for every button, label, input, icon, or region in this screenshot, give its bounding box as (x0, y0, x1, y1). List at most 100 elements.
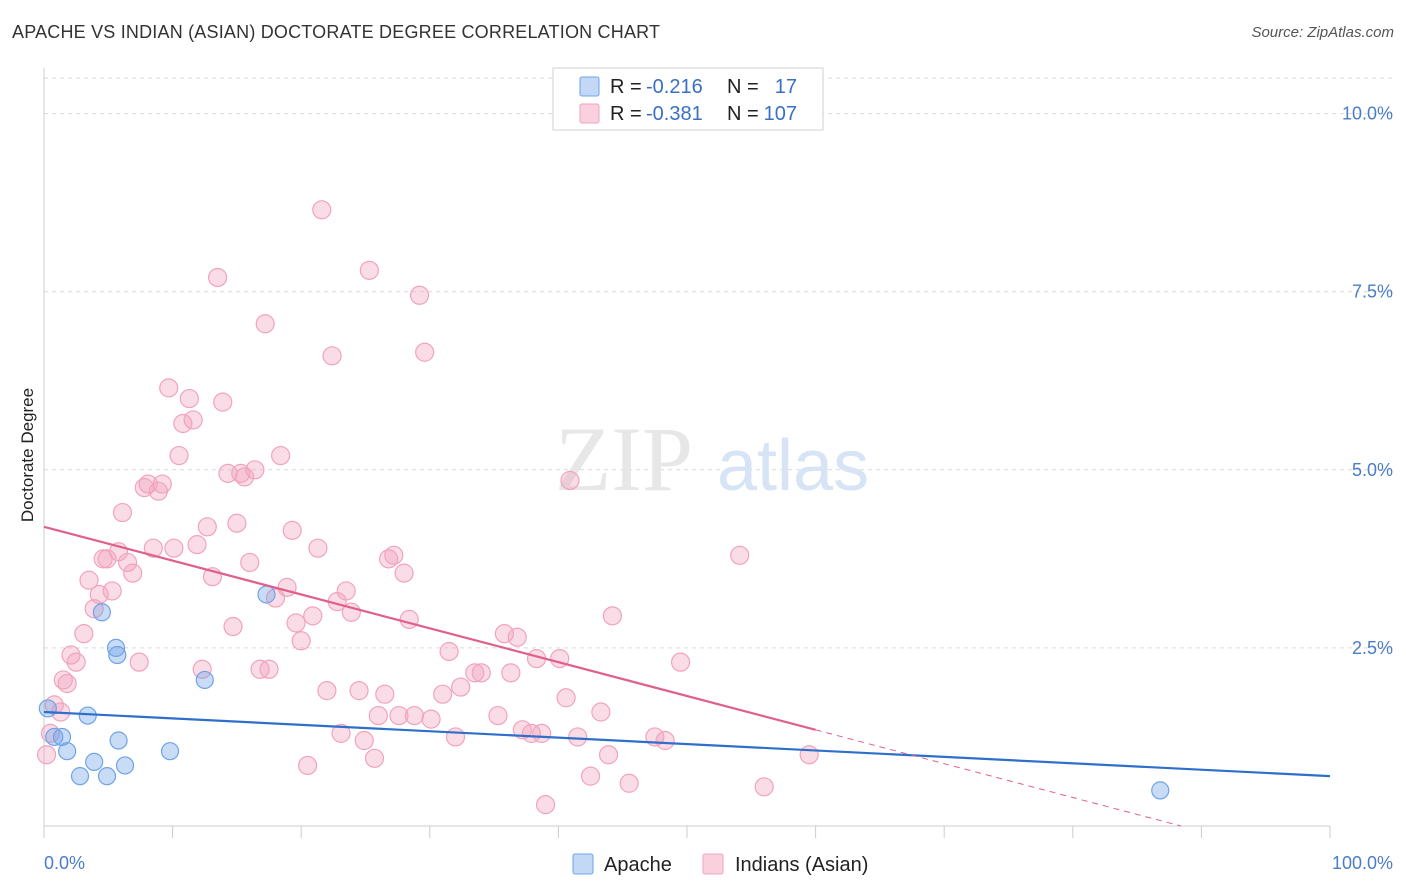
legend-apache-n-label: N = (727, 76, 759, 98)
indians-trend-extension (815, 729, 1182, 827)
indians-point-41 (235, 467, 255, 487)
legend-stats: R = -0.216 N = 17 R = -0.381 N = 107 (552, 67, 824, 131)
indians-point-5 (57, 673, 77, 694)
apache-point-10 (109, 731, 128, 750)
indians-point-105 (730, 545, 750, 565)
indians-point-29 (179, 388, 199, 409)
indians-point-84 (488, 705, 508, 726)
indians-point-24 (152, 474, 172, 494)
indians-point-48 (271, 445, 291, 466)
indians-point-75 (409, 285, 430, 305)
indians-point-65 (359, 260, 379, 280)
apache-point-9 (108, 645, 127, 665)
indians-point-73 (399, 609, 419, 630)
indians-point-60 (331, 723, 351, 743)
indians-point-76 (415, 342, 435, 362)
legend-apache-r-value: -0.216 (646, 76, 703, 98)
indians-point-18 (123, 563, 143, 583)
legend-apache-swatch (579, 76, 600, 97)
indians-point-94 (556, 688, 576, 708)
indians-point-26 (164, 538, 184, 558)
indians-point-54 (303, 606, 323, 626)
indians-point-87 (507, 627, 527, 647)
indians-point-45 (255, 314, 275, 334)
indians-point-16 (112, 502, 133, 523)
apache-point-3 (58, 742, 77, 761)
indians-point-49 (277, 577, 297, 597)
indians-point-43 (245, 460, 265, 480)
indians-point-21 (138, 474, 158, 494)
indians-point-53 (298, 755, 318, 776)
legend-indians-n-value: 107 (764, 103, 797, 125)
indians-point-66 (364, 748, 385, 768)
indians-point-35 (208, 267, 228, 288)
indians-point-77 (421, 709, 441, 729)
apache-point-13 (160, 742, 180, 761)
indians-trend-line (43, 525, 816, 731)
indians-point-28 (173, 413, 193, 434)
indians-point-107 (799, 745, 819, 765)
watermark-zip: ZIP (555, 408, 693, 510)
indians-points (36, 200, 819, 815)
y-tick-label-0: 2.5% (1352, 638, 1393, 658)
indians-point-50 (282, 520, 302, 540)
indians-point-92 (535, 795, 556, 815)
indians-point-89 (521, 723, 541, 743)
x-axis-tick-labels: 0.0% 100.0% (44, 853, 1393, 873)
indians-point-39 (227, 513, 247, 533)
indians-point-36 (213, 392, 233, 412)
legend-indians-n-label: N = (727, 103, 759, 125)
indians-point-0 (36, 745, 57, 765)
x-tick-label-max: 100.0% (1332, 853, 1393, 873)
indians-point-67 (368, 705, 388, 726)
indians-point-42 (240, 552, 260, 573)
indians-point-72 (394, 563, 414, 583)
indians-point-103 (655, 730, 675, 751)
indians-point-19 (129, 652, 149, 672)
indians-point-46 (259, 659, 279, 679)
y-tick-label-2: 7.5% (1352, 282, 1393, 302)
indians-point-86 (501, 663, 521, 683)
indians-point-68 (375, 684, 395, 704)
legend-bottom-indians-label: Indians (Asian) (735, 854, 868, 876)
indians-point-56 (312, 200, 332, 220)
legend-bottom-apache-swatch (572, 853, 594, 875)
indians-point-13 (97, 549, 117, 569)
indians-point-30 (183, 410, 203, 430)
indians-point-51 (286, 613, 306, 633)
indians-point-17 (117, 552, 138, 573)
legend-apache-n-value: 17 (775, 76, 797, 98)
indians-point-55 (308, 538, 328, 558)
indians-point-78 (433, 684, 453, 704)
indians-point-99 (598, 745, 619, 765)
apache-point-7 (97, 767, 117, 786)
indians-point-79 (439, 641, 459, 662)
indians-point-9 (79, 570, 99, 590)
indians-point-95 (560, 470, 580, 491)
trend-lines (43, 525, 1331, 827)
indians-point-71 (389, 705, 409, 726)
apache-point-16 (1151, 781, 1170, 800)
indians-point-22 (143, 538, 163, 558)
x-tick-label-min: 0.0% (44, 853, 85, 873)
y-tick-label-3: 10.0% (1342, 104, 1393, 124)
apache-point-14 (195, 670, 214, 690)
indians-point-97 (580, 766, 601, 786)
y-axis-tick-labels: 2.5% 5.0% 7.5% 10.0% (1342, 104, 1393, 658)
x-axis-ticks (43, 826, 1331, 838)
apache-point-6 (85, 752, 104, 771)
y-tick-label-1: 5.0% (1352, 460, 1393, 480)
apache-point-2 (52, 727, 72, 747)
indians-point-70 (384, 545, 404, 565)
indians-point-106 (754, 777, 774, 797)
chart-source: Source: ZipAtlas.com (1251, 24, 1394, 41)
apache-point-0 (38, 699, 57, 718)
indians-point-91 (532, 723, 552, 743)
legend-series: Apache Indians (Asian) (572, 853, 868, 876)
indians-point-74 (404, 705, 424, 726)
indians-point-104 (670, 652, 691, 672)
apache-trend-line (43, 710, 1331, 778)
indians-point-64 (354, 730, 374, 751)
indians-point-14 (102, 581, 122, 601)
apache-point-12 (92, 603, 111, 622)
